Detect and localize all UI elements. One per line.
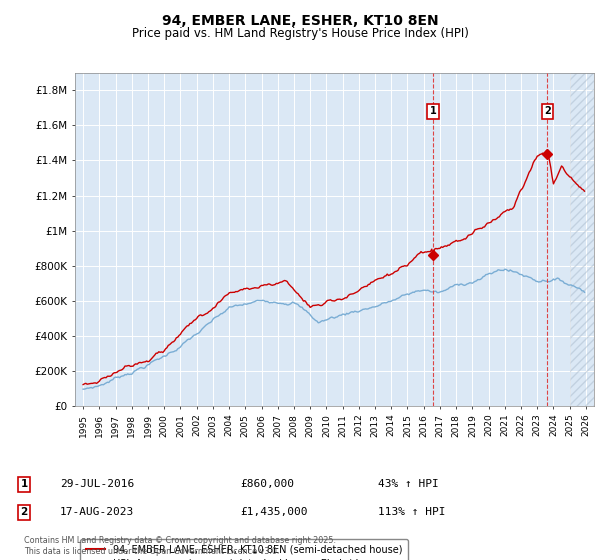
Text: 113% ↑ HPI: 113% ↑ HPI (378, 507, 445, 517)
Legend: 94, EMBER LANE, ESHER, KT10 8EN (semi-detached house), HPI: Average price, semi-: 94, EMBER LANE, ESHER, KT10 8EN (semi-de… (80, 539, 408, 560)
Text: 1: 1 (430, 106, 436, 116)
Text: Price paid vs. HM Land Registry's House Price Index (HPI): Price paid vs. HM Land Registry's House … (131, 27, 469, 40)
Text: 94, EMBER LANE, ESHER, KT10 8EN: 94, EMBER LANE, ESHER, KT10 8EN (161, 14, 439, 28)
Text: 29-JUL-2016: 29-JUL-2016 (60, 479, 134, 489)
Text: Contains HM Land Registry data © Crown copyright and database right 2025.
This d: Contains HM Land Registry data © Crown c… (24, 536, 336, 556)
Text: 17-AUG-2023: 17-AUG-2023 (60, 507, 134, 517)
Text: £860,000: £860,000 (240, 479, 294, 489)
Text: £1,435,000: £1,435,000 (240, 507, 308, 517)
Text: 1: 1 (20, 479, 28, 489)
Text: 2: 2 (544, 106, 551, 116)
Text: 43% ↑ HPI: 43% ↑ HPI (378, 479, 439, 489)
Text: 2: 2 (20, 507, 28, 517)
